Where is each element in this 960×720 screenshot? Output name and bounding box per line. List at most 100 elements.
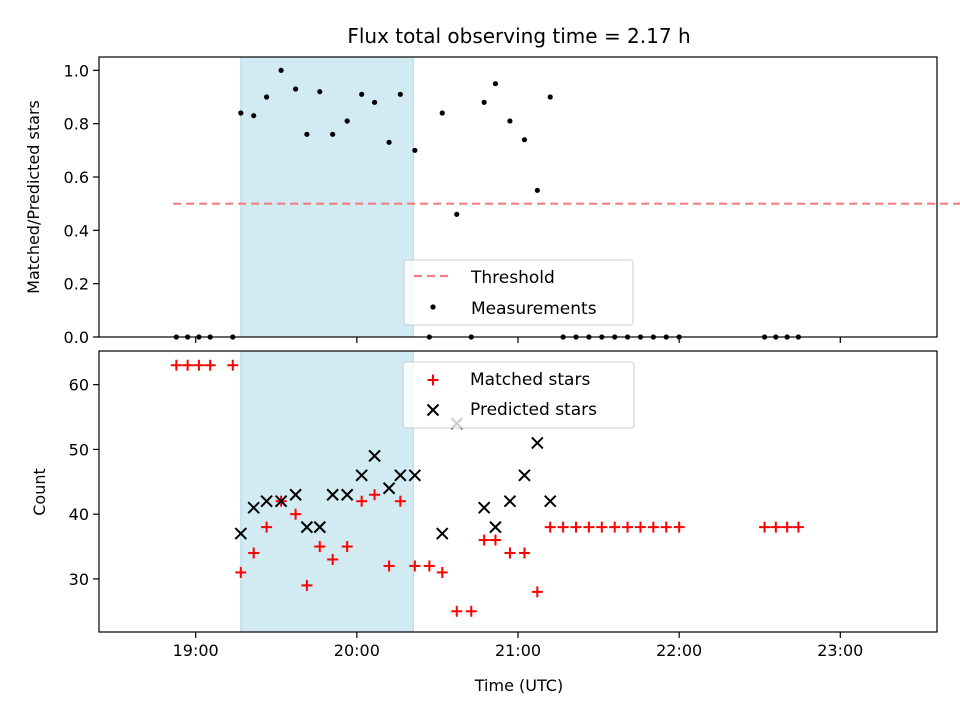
predicted-star-point — [340, 488, 354, 501]
predicted-star-point-b — [247, 501, 260, 514]
predicted-star-point — [503, 495, 517, 508]
matched-star-point — [409, 560, 421, 572]
x-axis-label: Time (UTC) — [474, 676, 563, 695]
top-y-axis-label: Matched/Predicted stars — [24, 100, 43, 294]
bottom-y-tick-label: 30 — [69, 570, 89, 589]
top-y-tick-label: 1.0 — [64, 61, 89, 80]
matched-star-point — [489, 534, 501, 546]
matched-star-point — [327, 553, 339, 565]
predicted-star-point-b — [436, 527, 449, 540]
matched-star-point — [570, 521, 582, 533]
predicted-star-point — [234, 527, 248, 540]
matched-star-point — [759, 521, 771, 533]
predicted-star-point-b — [300, 520, 314, 534]
measurement-point — [534, 187, 540, 193]
top-y-tick-label: 0.4 — [64, 221, 89, 240]
predicted-star-point — [436, 527, 449, 540]
top-panel: 0.0 0.2 0.4 0.6 0.8 1.0 Matched/Predicted sta… — [24, 56, 960, 347]
predicted-star-point-b — [531, 436, 544, 450]
bottom-x-axis: 19:0020:0021:0022:0023:0000:0001:0002:00… — [173, 632, 863, 660]
predicted-star-point-b — [489, 520, 502, 534]
predicted-star-point-b — [503, 495, 517, 508]
predicted-star-point — [489, 520, 502, 534]
predicted-star-point — [544, 495, 557, 508]
predicted-star-point-b — [408, 469, 422, 482]
top-y-tick-label: 0.2 — [64, 275, 89, 294]
legend-predicted-cross — [426, 403, 440, 417]
predicted-star-point — [260, 495, 273, 508]
top-shaded-interval — [240, 56, 414, 338]
matched-star-point — [518, 547, 530, 559]
matched-star-point — [596, 521, 608, 533]
predicted-star-point — [394, 469, 407, 482]
bottom-legend-box — [402, 361, 635, 429]
top-y-axis: 0.0 0.2 0.4 0.6 0.8 1.0 — [64, 61, 99, 347]
matched-star-point — [634, 521, 646, 533]
matched-star-point — [609, 521, 621, 533]
predicted-star-point — [247, 501, 260, 514]
matched-star-point — [504, 547, 516, 559]
predicted-star-point-b — [274, 495, 288, 508]
measurement-point — [371, 99, 378, 105]
matched-star-point — [235, 566, 247, 578]
matched-star-point — [673, 521, 685, 533]
matched-star-point — [227, 359, 239, 371]
top-y-tick-label: 0.8 — [64, 115, 89, 134]
top-legend: Threshold Measurements — [403, 259, 634, 326]
predicted-star-point-b — [326, 488, 339, 501]
x-tick-label: 23:00 — [817, 641, 863, 660]
matched-star-point — [465, 605, 477, 617]
predicted-star-point — [382, 482, 396, 495]
predicted-star-point-b — [382, 482, 396, 495]
measurement-point — [238, 110, 244, 116]
x-tick-label: 19:00 — [173, 641, 219, 660]
measurement-point — [481, 99, 487, 105]
matched-star-point — [204, 359, 216, 371]
measurement-point — [264, 94, 270, 100]
matched-star-point — [583, 521, 595, 533]
x-tick-label: 20:00 — [334, 641, 380, 660]
matched-star-point — [544, 521, 556, 533]
measurement-point — [386, 139, 392, 145]
matched-star-point — [647, 521, 659, 533]
legend-matched-marker — [427, 374, 439, 386]
matched-star-point — [383, 560, 395, 572]
predicted-star-point — [531, 436, 544, 450]
predicted-star-point — [289, 488, 302, 501]
bottom-legend: Matched stars Predicted stars — [402, 361, 635, 429]
matched-star-point — [423, 560, 435, 572]
predicted-star-point-b — [340, 488, 354, 501]
top-shaded-intervals — [240, 56, 414, 338]
matched-star-point — [660, 521, 672, 533]
legend-predicted-cross-b — [426, 403, 440, 417]
matched-star-point — [170, 359, 182, 371]
measurement-point — [304, 131, 310, 137]
measurement-point — [507, 118, 513, 124]
matched-star-point — [290, 508, 302, 520]
matched-star-point — [369, 489, 381, 501]
measurement-point — [330, 131, 336, 137]
measurement-point — [547, 94, 553, 100]
predicted-star-point — [518, 469, 531, 482]
predicted-star-point-b — [234, 527, 248, 540]
matched-star-point — [557, 521, 569, 533]
matched-star-point — [770, 521, 782, 533]
bottom-y-tick-label: 60 — [69, 376, 89, 395]
legend-matched-label: Matched stars — [470, 370, 590, 390]
predicted-star-point — [477, 501, 491, 514]
x-tick-label: 21:00 — [495, 641, 541, 660]
measurement-point — [359, 91, 365, 97]
predicted-star-point-b — [394, 469, 407, 482]
top-x-ticks — [195, 337, 841, 343]
matched-star-point — [341, 541, 353, 553]
matched-star-point — [193, 359, 205, 371]
bottom-y-tick-label: 40 — [69, 505, 89, 524]
legend-measurements-label: Measurements — [471, 299, 597, 319]
matched-star-point — [781, 521, 793, 533]
matched-star-point — [261, 521, 273, 533]
predicted-star-point-b — [544, 495, 557, 508]
matched-star-point — [356, 495, 368, 507]
matched-star-point — [531, 586, 543, 598]
